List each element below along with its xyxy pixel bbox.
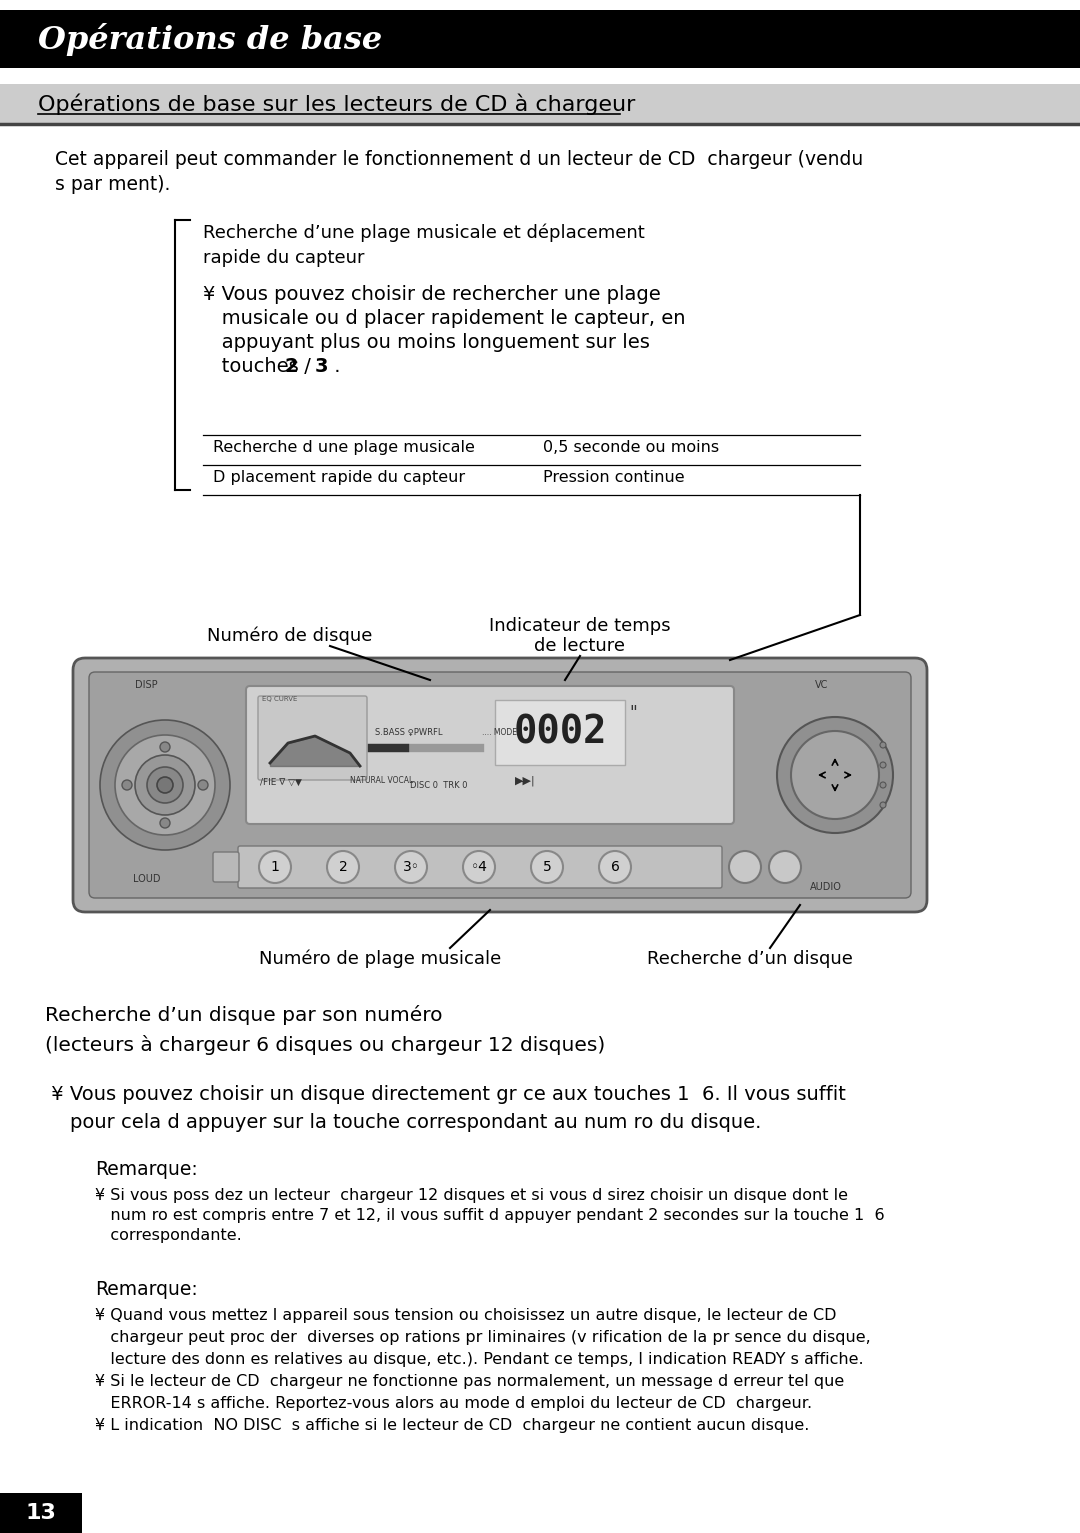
Text: /: /	[298, 357, 311, 376]
Bar	[0, 1493, 82, 1533]
Text: pour cela d appuyer sur la touche correspondant au num ro du disque.: pour cela d appuyer sur la touche corres…	[45, 1113, 761, 1131]
Text: correspondante.: correspondante.	[95, 1228, 242, 1243]
Text: ◦4: ◦4	[471, 860, 487, 874]
Text: ¥ Vous pouvez choisir de rechercher une plage: ¥ Vous pouvez choisir de rechercher une …	[203, 285, 661, 304]
Text: Recherche d’un disque: Recherche d’un disque	[647, 950, 853, 967]
Text: 5: 5	[542, 860, 552, 874]
Text: ¥ L indication  NO DISC  s affiche si le lecteur de CD  chargeur ne contient auc: ¥ L indication NO DISC s affiche si le l…	[95, 1418, 809, 1433]
Circle shape	[880, 782, 886, 788]
Circle shape	[880, 742, 886, 748]
Text: Pression continue: Pression continue	[543, 471, 685, 484]
Text: EQ CURVE: EQ CURVE	[262, 696, 297, 702]
Text: touches: touches	[203, 357, 299, 376]
Text: Numéro de disque: Numéro de disque	[207, 627, 373, 645]
Circle shape	[100, 721, 230, 849]
Text: S.BASS ♀PWRFL: S.BASS ♀PWRFL	[375, 728, 443, 737]
Text: rapide du capteur: rapide du capteur	[203, 248, 365, 267]
FancyBboxPatch shape	[246, 685, 734, 825]
Text: ¥ Vous pouvez choisir un disque directement gr ce aux touches 1  6. Il vous suff: ¥ Vous pouvez choisir un disque directem…	[45, 1085, 846, 1104]
Text: ": "	[629, 704, 637, 722]
Text: ¥ Quand vous mettez l appareil sous tension ou choisissez un autre disque, le le: ¥ Quand vous mettez l appareil sous tens…	[95, 1308, 837, 1323]
Text: Opérations de base: Opérations de base	[38, 23, 382, 55]
Text: chargeur peut proc der  diverses op rations pr liminaires (v rification de la pr: chargeur peut proc der diverses op ratio…	[95, 1331, 870, 1344]
Text: .: .	[328, 357, 340, 376]
Text: Indicateur de temps: Indicateur de temps	[489, 616, 671, 635]
Circle shape	[122, 780, 132, 789]
FancyBboxPatch shape	[73, 658, 927, 912]
Circle shape	[157, 777, 173, 793]
Text: DISC 0  TRK 0: DISC 0 TRK 0	[410, 780, 468, 789]
Circle shape	[147, 766, 183, 803]
FancyBboxPatch shape	[89, 671, 912, 898]
Text: .... MODE: .... MODE	[482, 728, 517, 737]
Circle shape	[791, 731, 879, 819]
FancyBboxPatch shape	[258, 696, 367, 780]
Circle shape	[463, 851, 495, 883]
Circle shape	[160, 742, 170, 753]
Text: lecture des donn es relatives au disque, etc.). Pendant ce temps, l indication R: lecture des donn es relatives au disque,…	[95, 1352, 864, 1367]
Circle shape	[777, 717, 893, 832]
Text: Cet appareil peut commander le fonctionnement d un lecteur de CD  chargeur (vend: Cet appareil peut commander le fonctionn…	[55, 150, 863, 169]
Circle shape	[880, 762, 886, 768]
Circle shape	[160, 819, 170, 828]
Text: 0,5 seconde ou moins: 0,5 seconde ou moins	[543, 440, 719, 455]
Circle shape	[114, 734, 215, 835]
Text: 2: 2	[285, 357, 299, 376]
Text: DISP: DISP	[135, 681, 158, 690]
Circle shape	[880, 802, 886, 808]
Text: 0002: 0002	[513, 713, 607, 751]
Bar	[0, 11, 1080, 67]
Circle shape	[135, 754, 195, 816]
Text: 1: 1	[271, 860, 280, 874]
Circle shape	[531, 851, 563, 883]
Text: 3: 3	[315, 357, 328, 376]
Text: appuyant plus ou moins longuement sur les: appuyant plus ou moins longuement sur le…	[203, 333, 650, 353]
Text: ERROR-14 s affiche. Reportez-vous alors au mode d emploi du lecteur de CD  charg: ERROR-14 s affiche. Reportez-vous alors …	[95, 1397, 812, 1410]
Text: 2: 2	[339, 860, 348, 874]
Circle shape	[198, 780, 208, 789]
Circle shape	[327, 851, 359, 883]
Circle shape	[259, 851, 291, 883]
Text: ¥ Si vous poss dez un lecteur  chargeur 12 disques et si vous d sirez choisir un: ¥ Si vous poss dez un lecteur chargeur 1…	[95, 1188, 848, 1203]
Text: D placement rapide du capteur: D placement rapide du capteur	[213, 471, 465, 484]
Text: Recherche d’une plage musicale et déplacement: Recherche d’une plage musicale et déplac…	[203, 222, 645, 242]
Text: Recherche d une plage musicale: Recherche d une plage musicale	[213, 440, 475, 455]
Text: 6: 6	[610, 860, 620, 874]
Circle shape	[729, 851, 761, 883]
Text: Recherche d’un disque par son numéro: Recherche d’un disque par son numéro	[45, 1006, 443, 1026]
Text: Numéro de plage musicale: Numéro de plage musicale	[259, 950, 501, 969]
FancyBboxPatch shape	[238, 846, 723, 888]
Circle shape	[769, 851, 801, 883]
Bar	[495, 701, 625, 765]
Text: NATURAL VOCAL: NATURAL VOCAL	[350, 776, 414, 785]
Text: Remarque:: Remarque:	[95, 1280, 198, 1298]
Text: Remarque:: Remarque:	[95, 1160, 198, 1179]
Text: s par ment).: s par ment).	[55, 175, 171, 195]
Text: Opérations de base sur les lecteurs de CD à chargeur: Opérations de base sur les lecteurs de C…	[38, 94, 635, 115]
Text: AUDIO: AUDIO	[810, 881, 842, 892]
Bar	[0, 84, 1080, 124]
Circle shape	[395, 851, 427, 883]
Text: ▶▶|: ▶▶|	[515, 776, 536, 785]
Text: /FIE ∇ ▽▼: /FIE ∇ ▽▼	[260, 779, 302, 786]
Text: de lecture: de lecture	[535, 638, 625, 655]
Circle shape	[599, 851, 631, 883]
Text: 3◦: 3◦	[403, 860, 419, 874]
Text: 13: 13	[26, 1502, 56, 1522]
Text: musicale ou d placer rapidement le capteur, en: musicale ou d placer rapidement le capte…	[203, 310, 686, 328]
Text: (lecteurs à chargeur 6 disques ou chargeur 12 disques): (lecteurs à chargeur 6 disques ou charge…	[45, 1035, 605, 1055]
FancyBboxPatch shape	[213, 852, 239, 881]
Text: VC: VC	[815, 681, 828, 690]
Text: num ro est compris entre 7 et 12, il vous suffit d appuyer pendant 2 secondes su: num ro est compris entre 7 et 12, il vou…	[95, 1208, 885, 1223]
Text: LOUD: LOUD	[133, 874, 161, 885]
Text: ¥ Si le lecteur de CD  chargeur ne fonctionne pas normalement, un message d erre: ¥ Si le lecteur de CD chargeur ne foncti…	[95, 1374, 845, 1389]
